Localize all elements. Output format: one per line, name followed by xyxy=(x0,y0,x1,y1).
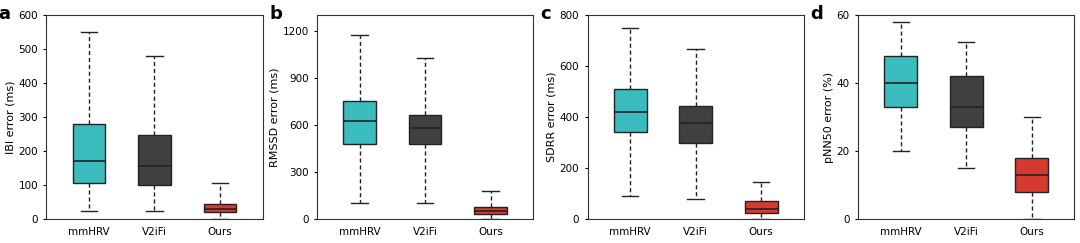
PathPatch shape xyxy=(204,204,237,212)
PathPatch shape xyxy=(474,207,507,214)
PathPatch shape xyxy=(745,201,778,213)
PathPatch shape xyxy=(408,115,442,144)
PathPatch shape xyxy=(72,124,105,183)
Y-axis label: RMSSD error (ms): RMSSD error (ms) xyxy=(270,67,280,167)
Text: b: b xyxy=(269,5,282,23)
Y-axis label: SDRR error (ms): SDRR error (ms) xyxy=(546,72,557,162)
PathPatch shape xyxy=(679,105,712,143)
Text: a: a xyxy=(0,5,11,23)
Y-axis label: pNN50 error (%): pNN50 error (%) xyxy=(824,71,834,163)
PathPatch shape xyxy=(138,135,171,185)
PathPatch shape xyxy=(950,76,983,127)
PathPatch shape xyxy=(343,101,376,144)
PathPatch shape xyxy=(613,89,647,132)
Text: c: c xyxy=(540,5,551,23)
Y-axis label: IBI error (ms): IBI error (ms) xyxy=(5,80,15,154)
Text: d: d xyxy=(811,5,823,23)
PathPatch shape xyxy=(885,56,917,107)
PathPatch shape xyxy=(1015,158,1049,192)
